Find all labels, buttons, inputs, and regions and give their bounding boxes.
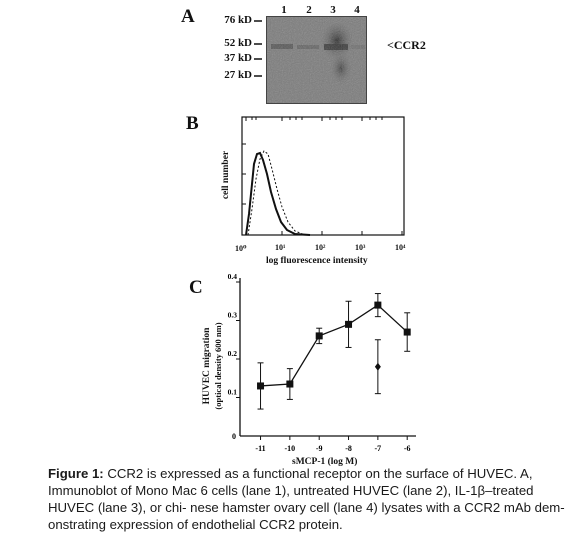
lane-label-3: 3 (330, 4, 336, 16)
ccr2-band-label: <CCR2 (387, 38, 426, 52)
panel-letter-b: B (186, 113, 199, 134)
flow-histogram (241, 116, 405, 236)
migration-x-label: sMCP-1 (log M) (292, 457, 358, 467)
series-line (260, 304, 408, 387)
y-tick-label: 0.3 (228, 311, 238, 320)
data-point-square (315, 332, 323, 340)
x-tick-label: -8 (345, 444, 352, 453)
data-point-diamond (374, 362, 381, 371)
mw-label-27: 27 kD (224, 69, 252, 81)
x-tick-label: -11 (255, 444, 265, 453)
lane-label-1: 1 (281, 4, 287, 16)
data-point-square (257, 382, 265, 390)
y-tick-label: 0.2 (228, 349, 238, 358)
panel-letter-a: A (181, 6, 195, 27)
histogram-x-tick-1: 10¹ (275, 243, 286, 252)
histogram-x-tick-4: 10⁴ (395, 243, 406, 252)
data-point-square (345, 320, 353, 328)
figure-caption-text: CCR2 is expressed as a functional recept… (48, 466, 565, 532)
figure-caption: Figure 1: CCR2 is expressed as a functio… (48, 465, 580, 533)
histogram-x-tick-0: 10⁰ (235, 244, 247, 253)
y-tick-label: 0.1 (228, 388, 238, 397)
lane-label-4: 4 (354, 4, 360, 16)
migration-chart: 0.1 0.2 0.3 0.4 0 -11 -10 -9 -8 -7 -6 (228, 272, 416, 453)
x-tick-label: -7 (375, 444, 382, 453)
histogram-y-label: cell number (221, 150, 231, 200)
histogram-x-tick-2: 10² (315, 243, 326, 252)
data-point-square (374, 301, 382, 309)
histogram-x-tick-3: 10³ (355, 243, 366, 252)
x-tick-label: -9 (316, 444, 323, 453)
lane-label-2: 2 (306, 4, 312, 16)
figure-caption-label: Figure 1: (48, 466, 104, 481)
data-point-square (403, 328, 411, 336)
x-tick-label: -6 (404, 444, 411, 453)
mw-label-76: 76 kD (224, 14, 252, 26)
x-tick-label: -10 (285, 444, 296, 453)
panel-letter-c: C (189, 277, 203, 298)
mw-label-52: 52 kD (224, 37, 252, 49)
immunoblot-texture (267, 17, 366, 103)
histogram-x-label: log fluorescence intensity (266, 256, 368, 266)
mw-marker-ticks (254, 20, 262, 77)
y-tick-label-zero: 0 (232, 432, 236, 441)
mw-label-37: 37 kD (224, 52, 252, 64)
immunoblot-image (266, 16, 367, 104)
data-point-square (286, 380, 294, 388)
y-tick-label: 0.4 (228, 272, 238, 281)
